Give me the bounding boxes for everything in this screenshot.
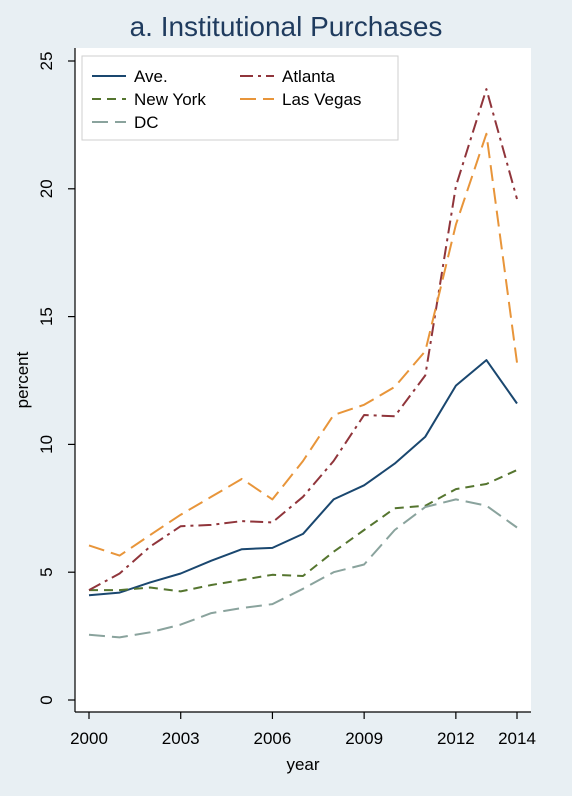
legend-label-3: Atlanta — [282, 67, 335, 86]
x-tick-label: 2000 — [70, 729, 108, 748]
plot-area — [75, 48, 531, 712]
x-tick-label: 2012 — [437, 729, 475, 748]
legend-label-0: Ave. — [134, 67, 168, 86]
y-tick-label: 20 — [37, 179, 56, 198]
y-tick-label: 5 — [37, 567, 56, 576]
y-axis-title: percent — [13, 351, 32, 408]
x-tick-label: 2009 — [345, 729, 383, 748]
chart-title: a. Institutional Purchases — [130, 11, 443, 42]
x-tick-label: 2014 — [498, 729, 536, 748]
x-axis-title: year — [286, 755, 319, 774]
legend-label-1: New York — [134, 90, 206, 109]
y-tick-label: 15 — [37, 307, 56, 326]
x-tick-label: 2003 — [162, 729, 200, 748]
x-tick-label: 2006 — [254, 729, 292, 748]
series-layer — [88, 88, 518, 639]
legend-label-4: Las Vegas — [282, 90, 361, 109]
legend-label-2: DC — [134, 113, 159, 132]
y-tick-label: 10 — [37, 435, 56, 454]
x-ticks: 2000 2003 2006 2009 2012 2014 — [70, 712, 536, 748]
y-ticks: 0 5 10 15 20 25 — [37, 52, 75, 705]
y-tick-label: 25 — [37, 52, 56, 71]
series-line-4 — [88, 132, 518, 557]
series-line-0 — [88, 359, 518, 597]
series-line-3 — [88, 88, 518, 591]
series-line-1 — [89, 469, 518, 593]
series-line-2 — [88, 498, 518, 639]
y-tick-label: 0 — [37, 695, 56, 704]
legend: Ave. New York DC Atlanta Las Vegas — [81, 55, 399, 141]
